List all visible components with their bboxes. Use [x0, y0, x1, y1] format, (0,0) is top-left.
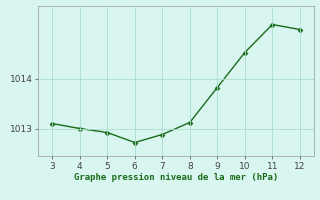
- X-axis label: Graphe pression niveau de la mer (hPa): Graphe pression niveau de la mer (hPa): [74, 173, 278, 182]
